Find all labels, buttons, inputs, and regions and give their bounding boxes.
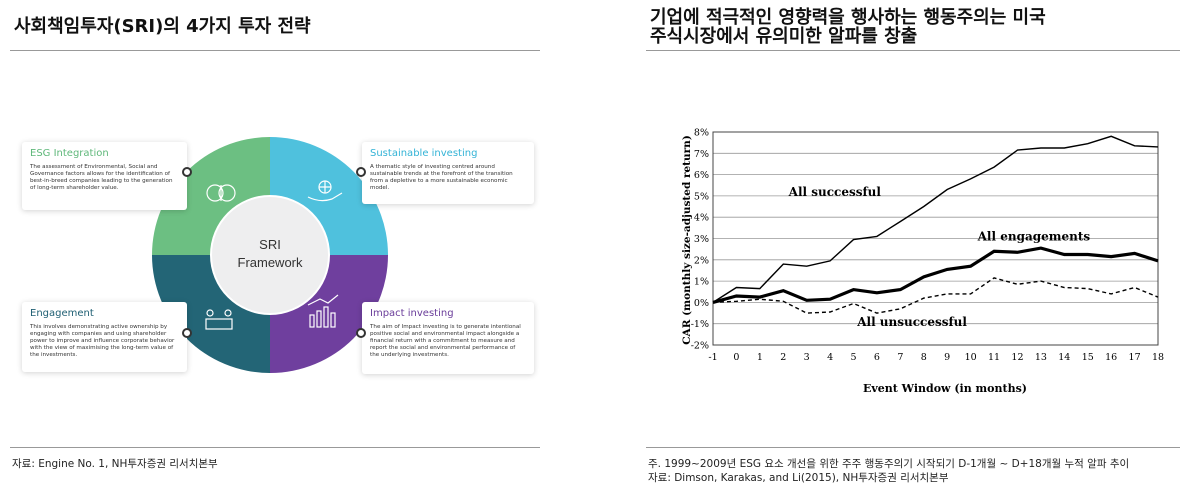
right-panel: 기업에 적극적인 영향력을 행사하는 행동주의는 미국 주식시장에서 유의미한 … — [640, 0, 1198, 497]
series-line-all-successful — [712, 135, 1159, 303]
x-tick-label: 13 — [1035, 352, 1047, 363]
ring-segment-sustainable-investing — [270, 137, 388, 255]
card-impact-investing: Impact investing The aim of Impact inves… — [362, 302, 534, 374]
left-source: 자료: Engine No. 1, NH투자증권 리서치본부 — [12, 458, 218, 470]
globe-hand-icon — [307, 180, 343, 202]
connector-dot-impact — [356, 328, 366, 338]
x-tick-label: 18 — [1152, 352, 1164, 363]
x-tick-label: 7 — [897, 352, 903, 363]
right-source: 자료: Dimson, Karakas, and Li(2015), NH투자증… — [648, 472, 949, 484]
x-axis-label: Event Window (in months) — [863, 382, 1027, 395]
ring-center — [212, 197, 328, 313]
x-tick-label: 2 — [780, 352, 786, 363]
x-tick-label: 16 — [1105, 352, 1117, 363]
left-source-rule — [10, 447, 540, 448]
sri-ring-svg: SRI Framework — [152, 137, 388, 373]
series-label-all-successful: All successful — [788, 185, 882, 199]
x-tick-label: 15 — [1082, 352, 1094, 363]
series-line-all-engagements — [712, 246, 1159, 304]
x-tick-label: 10 — [965, 352, 977, 363]
x-tick-label: 1 — [757, 352, 763, 363]
y-tick-label: 2% — [694, 255, 709, 266]
card-title-engagement: Engagement — [30, 308, 94, 319]
car-line-chart: -2%-1%0%1%2%3%4%5%6%7%8%-1 0 1 2 3 4 5 6 7 8 9 10 11… — [681, 128, 1164, 396]
sri-framework: SRI Framework — [20, 120, 540, 390]
y-tick-label: 6% — [694, 170, 709, 181]
chart-grid — [713, 131, 1158, 346]
ring-segment-esg-integration — [152, 137, 270, 255]
y-tick-label: -2% — [691, 341, 709, 352]
chart-axes: -2%-1%0%1%2%3%4%5%6%7%8%-1 0 1 2 3 4 5 6 7 8 9 10 11… — [691, 128, 1164, 364]
card-desc-esg-integration: The assessment of Environmental, Social … — [30, 164, 173, 191]
x-tick-label: 8 — [921, 352, 927, 363]
left-title-rule — [10, 50, 540, 51]
y-tick-label: -1% — [691, 319, 709, 330]
series-line-all-unsuccessful — [712, 277, 1159, 314]
x-tick-label: 6 — [874, 352, 880, 363]
y-axis-label: CAR (monthly size-adjusted return) — [681, 135, 693, 345]
y-tick-label: 4% — [694, 213, 709, 224]
x-tick-label: 4 — [827, 352, 833, 363]
chart-labels: All successful All engagements All unsucce… — [788, 185, 1091, 329]
x-tick-label: 0 — [733, 352, 739, 363]
y-tick-label: 1% — [694, 277, 709, 288]
center-label-framework: Framework — [237, 255, 303, 270]
connector-dot-engagement — [182, 328, 192, 338]
x-tick-label: 9 — [944, 352, 950, 363]
meeting-icon — [205, 309, 233, 330]
left-title: 사회책임투자(SRI)의 4가지 투자 전략 — [14, 16, 311, 37]
right-source-rule — [646, 447, 1180, 448]
x-tick-label: 11 — [988, 352, 1000, 363]
x-tick-label: 14 — [1058, 352, 1070, 363]
card-desc-impact-investing: The aim of Impact investing is to genera… — [370, 324, 521, 358]
x-tick-label: 3 — [804, 352, 810, 363]
card-sustainable-investing: Sustainable investing A thematic style o… — [362, 142, 534, 204]
right-note: 주. 1999~2009년 ESG 요소 개선을 위한 주주 행동주의기 시작되… — [648, 458, 1130, 470]
x-tick-label: 5 — [851, 352, 857, 363]
bar-chart-icon — [307, 294, 339, 328]
card-esg-integration: ESG Integration The assessment of Enviro… — [22, 142, 187, 210]
chart-series — [712, 135, 1159, 314]
connector-dot-sustainable — [356, 167, 366, 177]
x-tick-label: 12 — [1011, 352, 1023, 363]
ring-segment-engagement — [152, 255, 270, 373]
right-title-line2: 주식시장에서 유의미한 알파를 창출 — [650, 26, 918, 47]
ring-segment-impact-investing — [270, 255, 388, 373]
y-tick-label: 8% — [694, 128, 709, 139]
right-title-line1: 기업에 적극적인 영향력을 행사하는 행동주의는 미국 — [650, 7, 1046, 28]
brain-icon — [206, 184, 236, 202]
y-tick-label: 7% — [694, 149, 709, 160]
card-desc-sustainable-investing: A thematic style of investing centred ar… — [370, 164, 513, 191]
card-title-esg-integration: ESG Integration — [30, 148, 109, 159]
left-panel: 사회책임투자(SRI)의 4가지 투자 전략 SRI Framework — [0, 0, 560, 497]
series-label-all-unsuccessful: All unsuccessful — [856, 315, 967, 329]
card-engagement: Engagement This involves demonstrating a… — [22, 302, 187, 372]
series-label-all-engagements: All engagements — [977, 230, 1091, 244]
center-label-sri: SRI — [259, 237, 281, 252]
y-tick-label: 0% — [694, 298, 709, 309]
card-title-impact-investing: Impact investing — [370, 308, 454, 319]
card-title-sustainable-investing: Sustainable investing — [370, 148, 478, 159]
y-tick-label: 5% — [694, 191, 709, 202]
card-desc-engagement: This involves demonstrating active owner… — [30, 324, 175, 358]
right-title-rule — [646, 50, 1180, 51]
plot-frame — [712, 131, 1159, 346]
x-tick-label: 17 — [1129, 352, 1141, 363]
x-tick-label: -1 — [708, 352, 717, 363]
connector-dot-esg — [182, 167, 192, 177]
y-tick-label: 3% — [694, 234, 709, 245]
